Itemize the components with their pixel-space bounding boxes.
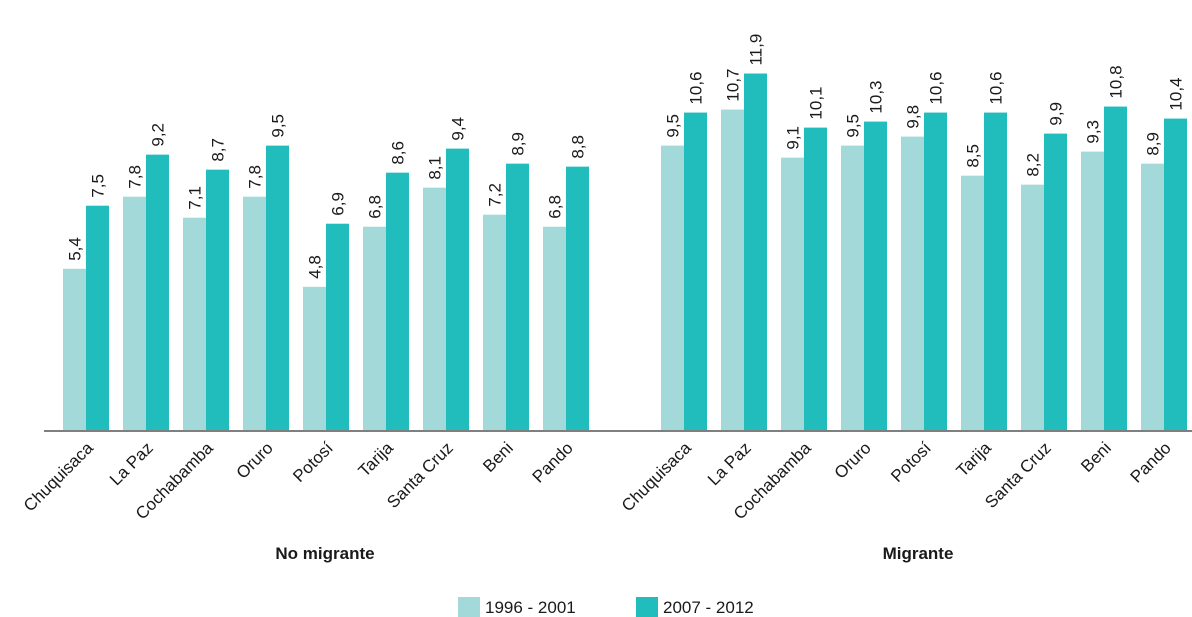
category-label: Potosí xyxy=(887,438,935,486)
value-label: 9,8 xyxy=(904,105,923,129)
bar-no-migrante-1-1 xyxy=(146,154,169,431)
value-label: 8,5 xyxy=(964,144,983,168)
category-label: Chuquisaca xyxy=(618,438,695,515)
bar-no-migrante-1-6 xyxy=(446,148,469,431)
value-label: 9,1 xyxy=(784,126,803,150)
value-label: 4,8 xyxy=(306,255,325,279)
value-label: 9,5 xyxy=(664,114,683,138)
value-label: 6,8 xyxy=(546,195,565,219)
value-label: 6,8 xyxy=(366,195,385,219)
bar-no-migrante-0-8 xyxy=(543,226,566,431)
bar-no-migrante-0-6 xyxy=(423,187,446,431)
value-label: 8,2 xyxy=(1024,153,1043,177)
category-label: Chuquisaca xyxy=(20,438,97,515)
category-label: Beni xyxy=(1077,438,1114,475)
bar-migrante-0-2 xyxy=(781,157,804,432)
bars-layer xyxy=(63,73,1187,432)
bar-no-migrante-0-7 xyxy=(483,214,506,431)
value-label: 7,5 xyxy=(89,174,108,198)
value-label: 7,1 xyxy=(186,186,205,210)
legend-label: 1996 - 2001 xyxy=(485,598,576,617)
category-label: Tarija xyxy=(953,438,996,481)
value-label: 9,5 xyxy=(269,114,288,138)
bar-no-migrante-1-0 xyxy=(86,205,109,431)
category-label: La Paz xyxy=(106,438,157,489)
value-label: 9,9 xyxy=(1047,102,1066,126)
bar-migrante-1-4 xyxy=(924,112,947,432)
category-label: Beni xyxy=(479,438,516,475)
legend: 1996 - 2001 2007 - 2012 xyxy=(458,597,754,617)
bar-migrante-1-1 xyxy=(744,73,767,432)
category-label: Oruro xyxy=(831,438,875,482)
bar-migrante-0-5 xyxy=(961,175,984,431)
value-label: 10,6 xyxy=(987,71,1006,104)
bar-migrante-0-3 xyxy=(841,145,864,431)
value-label: 8,9 xyxy=(1144,132,1163,156)
bar-no-migrante-1-3 xyxy=(266,145,289,431)
bar-migrante-1-8 xyxy=(1164,118,1187,432)
value-label: 9,3 xyxy=(1084,120,1103,144)
bar-migrante-1-5 xyxy=(984,112,1007,432)
category-label: Pando xyxy=(529,438,577,486)
value-label: 7,8 xyxy=(246,165,265,189)
bar-migrante-1-0 xyxy=(684,112,707,432)
bar-no-migrante-0-0 xyxy=(63,268,86,431)
bar-migrante-0-8 xyxy=(1141,163,1164,432)
value-label: 10,6 xyxy=(687,71,706,104)
category-label: Oruro xyxy=(233,438,277,482)
value-label: 8,6 xyxy=(389,141,408,165)
value-label: 11,9 xyxy=(747,34,766,66)
legend-swatch xyxy=(636,597,658,617)
value-label: 10,6 xyxy=(927,71,946,104)
group-label: No migrante xyxy=(275,544,374,563)
value-label: 8,8 xyxy=(569,135,588,159)
value-label: 7,2 xyxy=(486,183,505,207)
value-label: 7,8 xyxy=(126,165,145,189)
bar-migrante-1-3 xyxy=(864,121,887,431)
bar-no-migrante-1-2 xyxy=(206,169,229,432)
value-label: 9,2 xyxy=(149,123,168,147)
value-label: 9,4 xyxy=(449,117,468,141)
bar-no-migrante-0-2 xyxy=(183,217,206,431)
bar-no-migrante-1-5 xyxy=(386,172,409,431)
bar-no-migrante-0-4 xyxy=(303,286,326,431)
bar-no-migrante-0-1 xyxy=(123,196,146,431)
value-label: 10,1 xyxy=(807,87,826,120)
value-label: 6,9 xyxy=(329,192,348,216)
value-labels-layer: 5,47,5 7,89,27,18,77,89,54,86,9 6,88,68,19… xyxy=(66,34,1186,279)
bar-no-migrante-0-3 xyxy=(243,196,266,431)
category-label: Pando xyxy=(1127,438,1175,486)
value-label: 10,4 xyxy=(1167,77,1186,110)
category-label: Tarija xyxy=(355,438,398,481)
bar-migrante-0-4 xyxy=(901,136,924,431)
value-label: 10,8 xyxy=(1107,65,1126,98)
bar-migrante-0-6 xyxy=(1021,184,1044,431)
group-labels-layer: No migrante Migrante xyxy=(275,544,953,563)
value-label: 8,9 xyxy=(509,132,528,156)
bar-migrante-1-6 xyxy=(1044,133,1067,431)
value-label: 9,5 xyxy=(844,114,863,138)
bar-migrante-1-7 xyxy=(1104,106,1127,432)
bar-migrante-1-2 xyxy=(804,127,827,431)
value-label: 8,7 xyxy=(209,138,228,162)
category-label: La Paz xyxy=(704,438,755,489)
bar-no-migrante-1-4 xyxy=(326,223,349,431)
bar-no-migrante-0-5 xyxy=(363,226,386,431)
value-label: 8,1 xyxy=(426,156,445,180)
bar-no-migrante-1-7 xyxy=(506,163,529,432)
bar-migrante-0-0 xyxy=(661,145,684,431)
value-label: 10,3 xyxy=(867,80,886,113)
legend-swatch xyxy=(458,597,480,617)
bar-migrante-0-1 xyxy=(721,109,744,432)
value-label: 5,4 xyxy=(66,237,85,261)
category-label: Potosí xyxy=(289,438,337,486)
value-label: 10,7 xyxy=(724,68,743,101)
bar-migrante-0-7 xyxy=(1081,151,1104,432)
bar-no-migrante-1-8 xyxy=(566,166,589,431)
group-label: Migrante xyxy=(883,544,954,563)
legend-label: 2007 - 2012 xyxy=(663,598,754,617)
